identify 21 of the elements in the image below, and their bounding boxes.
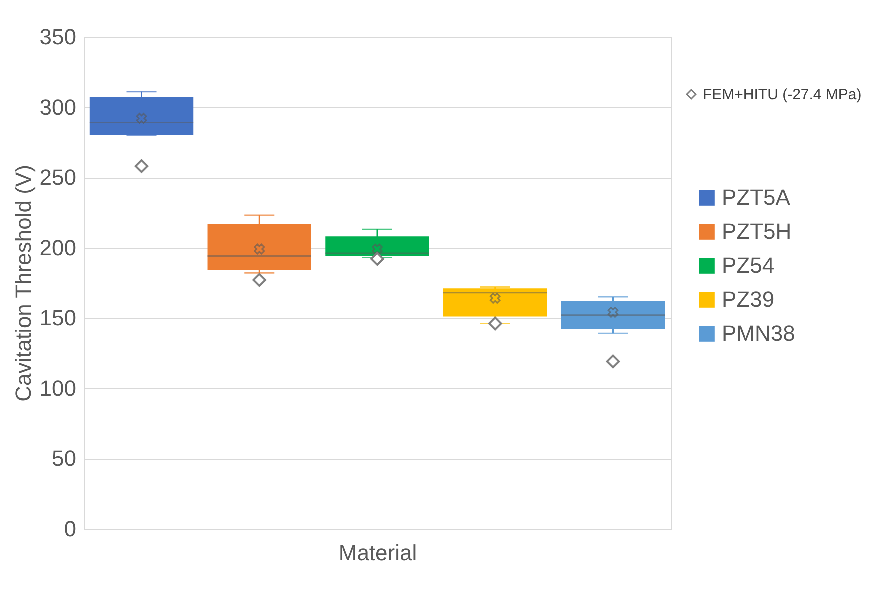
point [252,273,267,288]
y-axis-title: Cavitation Threshold (V) [10,165,36,402]
y-tick-label: 300 [40,94,76,120]
y-tick-label: 350 [40,24,76,50]
point [606,354,620,369]
x-axis-title: Material [338,540,418,566]
legend-label: PZ54 [722,253,775,278]
y-tick-label: 250 [40,165,76,190]
legend-label: PMN38 [722,321,796,346]
y-tick-label: 100 [40,376,76,401]
legend-label: PZ39 [722,287,775,312]
legend-label: PZT5H [722,219,792,244]
y-tick-label: 200 [40,235,76,260]
legend-label: FEM+HITU (-27.4 MPa) [703,86,862,104]
point [134,159,149,174]
y-tick-label: 150 [40,306,76,331]
point [488,316,502,331]
y-tick-label: 0 [64,516,76,542]
y-tick-label: 50 [52,446,76,472]
point [370,252,384,266]
legend-label: PZT5A [722,185,791,210]
